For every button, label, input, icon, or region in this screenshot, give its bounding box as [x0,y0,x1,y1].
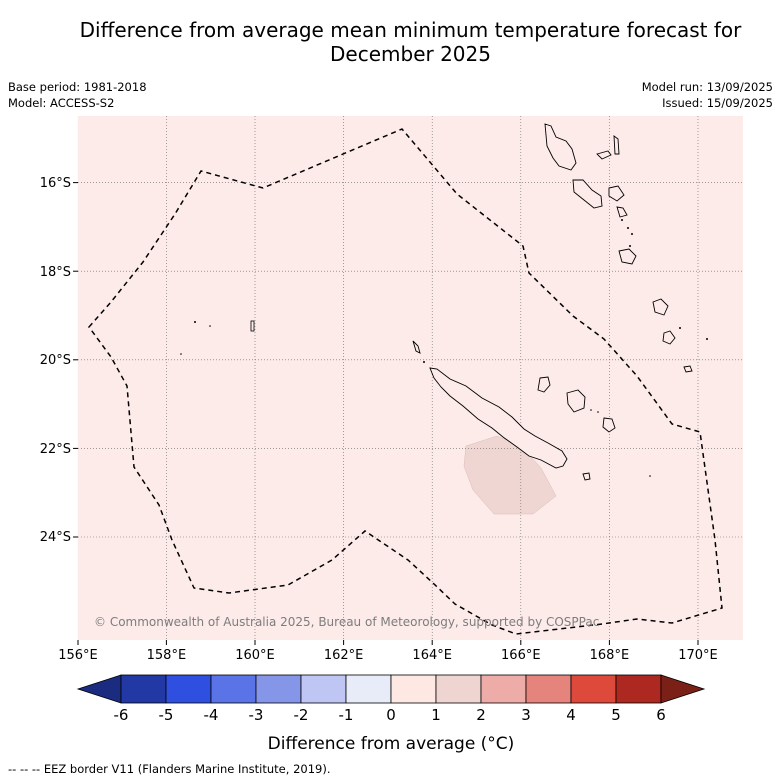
gridlines [78,116,743,640]
cb-label-n1: -1 [339,706,354,724]
new-caledonia-island [429,367,568,469]
vanuatu-tanna [662,330,676,345]
vanuatu-espiritu-santo [544,123,577,171]
cb-label-n4: -4 [204,706,219,724]
colorbar-over-triangle [660,674,706,704]
vanuatu-malakula [572,179,603,209]
cb-label-4: 4 [566,706,576,724]
colorbar-segment-n5-n4 [165,674,212,704]
base-period: Base period: 1981-2018 [8,80,147,94]
colorbar-segment-0-1 [390,674,437,704]
vanuatu-epi [616,206,628,218]
colorbar-under-triangle [76,674,122,704]
issued-date: Issued: 15/09/2025 [662,96,773,110]
axis-ticks [73,182,699,645]
belep-island [412,340,421,354]
lat-label-16: 16°S [40,176,71,191]
coastlines [412,123,693,481]
cb-label-n2: -2 [294,706,309,724]
lon-label-156: 156°E [58,648,98,663]
lat-label-20: 20°S [40,353,71,368]
cb-label-n3: -3 [249,706,264,724]
lat-label-22: 22°S [40,442,71,457]
lat-tick-labels: 16°S 18°S 20°S 22°S 24°S [40,176,71,545]
colorbar-title: Difference from average (°C) [268,734,515,754]
meta-left: Base period: 1981-2018 Model: ACCESS-S2 [8,79,147,111]
colorbar-segment-4-5 [570,674,617,704]
cb-label-n6: -6 [114,706,129,724]
copyright-text: © Commonwealth of Australia 2025, Bureau… [94,615,599,629]
colorbar-segment-1-2 [435,674,482,704]
lon-label-170: 170°E [678,648,718,663]
colorbar-segment-2-3 [480,674,527,704]
eez-border [88,128,723,635]
map-title-line1: Difference from average mean minimum tem… [79,18,742,42]
map-title-line2: December 2025 [330,42,491,66]
lon-label-164: 164°E [412,648,452,663]
cb-label-5: 5 [611,706,621,724]
vanuatu-maewo [613,135,620,155]
cb-label-n5: -5 [159,706,174,724]
vanuatu-efate [618,248,637,265]
lat-label-24: 24°S [40,530,71,545]
lon-label-160: 160°E [235,648,275,663]
lat-label-18: 18°S [40,265,71,280]
lon-label-158: 158°E [147,648,187,663]
colorbar-segment-3-4 [525,674,572,704]
colorbar-segment-n1-0 [345,674,392,704]
cb-label-3: 3 [521,706,531,724]
model-run: Model run: 13/09/2025 [641,80,773,94]
colorbar [76,674,706,704]
colorbar-segment-n4-n3 [210,674,257,704]
lon-label-168: 168°E [590,648,630,663]
cb-label-0: 0 [386,706,396,724]
colorbar-segment-n2-n1 [300,674,347,704]
vanuatu-erromango [652,298,669,316]
lon-label-166: 166°E [501,648,541,663]
cb-label-2: 2 [476,706,486,724]
vanuatu-ambae [596,150,612,160]
loyalty-mare [602,417,616,433]
colorbar-segment-5-6 [615,674,662,704]
islets [180,219,708,477]
model-name: Model: ACCESS-S2 [8,96,115,110]
map-background [78,116,743,640]
map-title: Difference from average mean minimum tem… [0,18,781,66]
loyalty-ouvea [537,376,551,393]
lon-tick-labels: 156°E 158°E 160°E 162°E 164°E 166°E 168°… [58,648,718,663]
meta-right: Model run: 13/09/2025 Issued: 15/09/2025 [642,79,773,111]
vanuatu-pentecost [608,185,625,202]
eez-footnote: -- -- -- EEZ border V11 (Flanders Marine… [8,762,331,776]
isle-of-pines [582,472,591,481]
vanuatu-aneityum [683,365,693,373]
colorbar-tick-labels: -6 -5 -4 -3 -2 -1 0 1 2 3 4 5 6 [114,706,666,724]
colorbar-segment-n3-n2 [255,674,302,704]
cb-label-6: 6 [656,706,666,724]
cb-label-1: 1 [431,706,441,724]
colorbar-segment-n6-n5 [120,674,167,704]
lon-label-162: 162°E [324,648,364,663]
loyalty-lifou [566,389,586,413]
